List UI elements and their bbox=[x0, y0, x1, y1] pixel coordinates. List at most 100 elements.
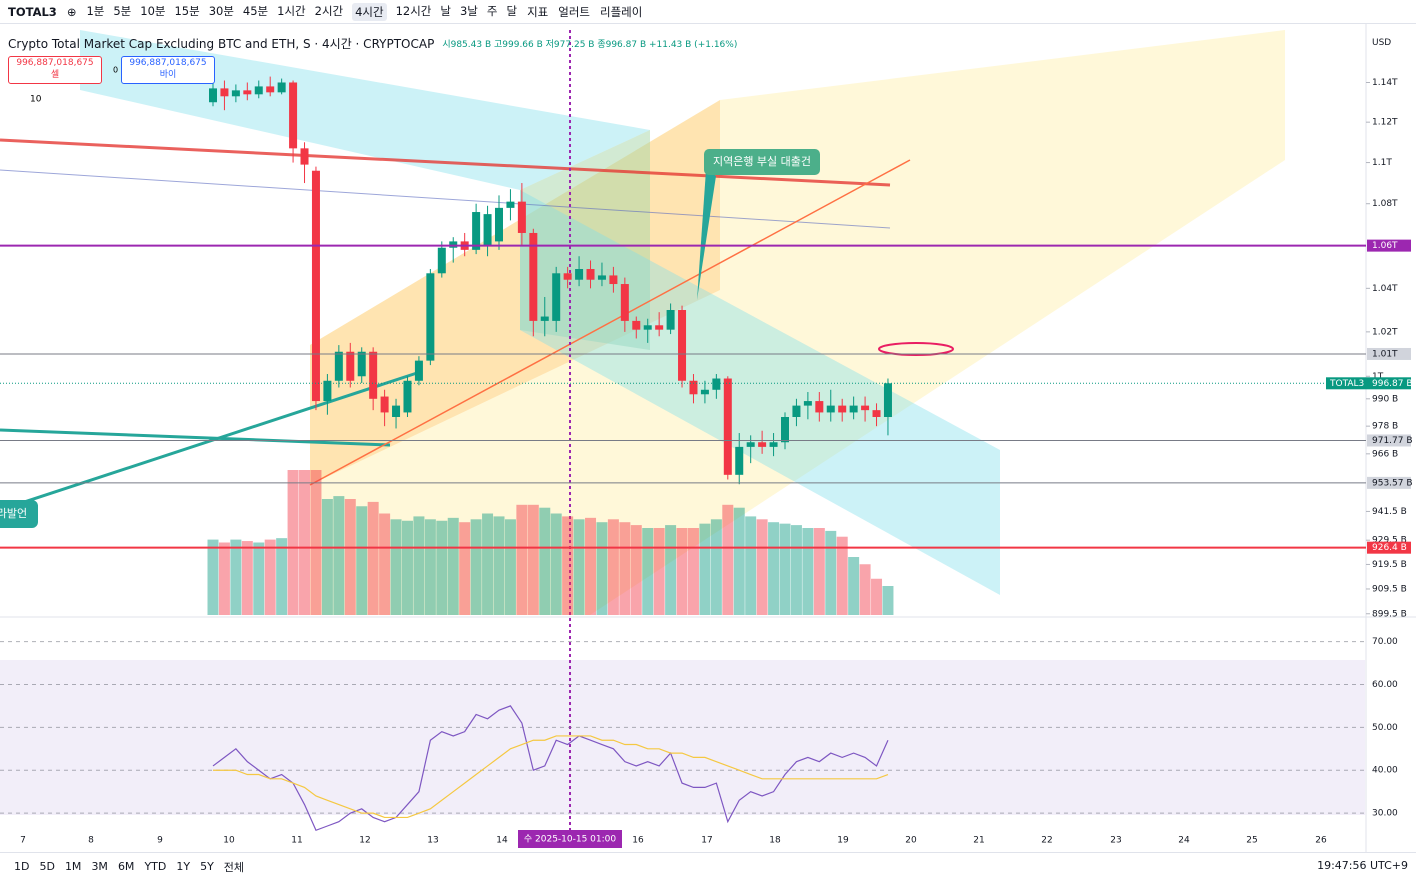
volume-bar bbox=[825, 530, 837, 615]
level-label: 926.4 B bbox=[1372, 543, 1407, 553]
chart: 지역은행 부실 대출건 라발언 수 2025-10-15 01:00 10 0 … bbox=[0, 24, 1416, 852]
candle-body bbox=[620, 284, 629, 321]
candle-body bbox=[563, 273, 572, 280]
range-button[interactable]: 3M bbox=[91, 860, 108, 873]
currency[interactable]: USD bbox=[1372, 38, 1392, 48]
candle-body bbox=[289, 82, 298, 149]
candle-body bbox=[769, 442, 778, 447]
volume-bar bbox=[230, 539, 242, 615]
interval[interactable]: 10분 bbox=[140, 3, 166, 18]
callout bbox=[0, 500, 38, 528]
candle-body bbox=[311, 170, 320, 402]
ma-line bbox=[0, 138, 891, 187]
level-label: 971.77 B bbox=[1372, 436, 1413, 446]
interval[interactable]: 15분 bbox=[174, 3, 200, 18]
candle-body bbox=[735, 446, 744, 475]
volume-bar bbox=[596, 522, 608, 615]
interval[interactable]: 달 bbox=[506, 3, 518, 18]
candle-body bbox=[300, 148, 309, 165]
volume-bar bbox=[379, 513, 391, 615]
volume-bar bbox=[287, 470, 299, 615]
indicators[interactable]: 지표 bbox=[527, 4, 549, 19]
interval[interactable]: 2시간 bbox=[314, 3, 344, 18]
volume-bar bbox=[333, 496, 345, 615]
range-button[interactable]: 1D bbox=[14, 860, 30, 873]
candle-body bbox=[655, 325, 664, 330]
y-tick-label: 1.04T bbox=[1372, 284, 1398, 294]
candle-body bbox=[838, 405, 847, 413]
trend-line bbox=[0, 428, 391, 447]
interval[interactable]: 1시간 bbox=[277, 3, 306, 18]
volume-bar bbox=[756, 519, 768, 615]
x-tick-label: 26 bbox=[1315, 836, 1327, 846]
candle-body bbox=[746, 442, 755, 447]
candle-body bbox=[517, 201, 526, 233]
interval[interactable]: 5분 bbox=[113, 3, 132, 18]
channel bbox=[80, 30, 650, 190]
interval[interactable]: 3날 bbox=[459, 3, 478, 18]
candle-body bbox=[552, 273, 561, 321]
interval[interactable]: 주 bbox=[486, 3, 498, 18]
volume-bar bbox=[424, 519, 436, 615]
volume-bar bbox=[459, 522, 471, 615]
interval[interactable]: 45분 bbox=[242, 3, 269, 18]
y-tick-label: 70.00 bbox=[1372, 637, 1398, 647]
level-label: 953.57 B bbox=[1372, 478, 1413, 488]
buy-button[interactable]: 996,887,018,675 바이 bbox=[121, 56, 215, 84]
y-tick-label: 1.08T bbox=[1372, 199, 1398, 209]
interval[interactable]: 30분 bbox=[208, 3, 234, 18]
buy-label: 바이 bbox=[159, 70, 177, 80]
rsi-band bbox=[0, 660, 1365, 815]
candle-body bbox=[723, 378, 732, 475]
x-tick-label: 20 bbox=[905, 836, 917, 846]
y-tick-label: 40.00 bbox=[1372, 766, 1398, 776]
x-tick-label: 12 bbox=[359, 836, 370, 846]
volume-bar bbox=[207, 539, 219, 615]
candle-body bbox=[803, 401, 812, 406]
volume-bar bbox=[527, 504, 539, 615]
replay[interactable]: 리플레이 bbox=[600, 4, 643, 19]
candle-body bbox=[861, 405, 870, 411]
level-tag bbox=[1367, 541, 1411, 554]
volume-bar bbox=[813, 528, 825, 615]
interval[interactable]: 4시간 bbox=[352, 2, 387, 21]
alert[interactable]: 얼러트 bbox=[558, 4, 590, 19]
sell-price: 996,887,018,675 bbox=[16, 58, 94, 68]
range-button[interactable]: 6M bbox=[117, 860, 135, 873]
last-name: TOTAL3 bbox=[1329, 379, 1364, 389]
ma-line bbox=[0, 169, 891, 229]
crosshair-tag bbox=[518, 830, 622, 848]
range-button[interactable]: 5Y bbox=[200, 860, 214, 873]
y-tick-label: 60.00 bbox=[1372, 680, 1398, 690]
x-tick-label: 14 bbox=[496, 836, 508, 846]
legend-ohlc: 시985.43 B 고999.66 B 저977.25 B 종996.87 B … bbox=[442, 40, 738, 50]
x-tick-label: 8 bbox=[88, 836, 94, 846]
y-tick-label: 966 B bbox=[1372, 449, 1398, 459]
volume-bar bbox=[321, 499, 333, 615]
volume-bar bbox=[447, 517, 459, 615]
volume-bar bbox=[882, 586, 894, 615]
interval[interactable]: 1분 bbox=[86, 3, 105, 18]
annotation: 라발언 bbox=[0, 507, 27, 520]
sell-button[interactable]: 996,887,018,675 셀 bbox=[8, 56, 102, 84]
add[interactable]: ⊕ bbox=[66, 4, 77, 19]
interval[interactable]: 12시간 bbox=[395, 3, 432, 18]
range-button[interactable]: 전체 bbox=[223, 860, 245, 874]
volume-bar bbox=[585, 517, 597, 615]
volume-bar bbox=[504, 519, 516, 615]
x-tick-label: 16 bbox=[632, 836, 644, 846]
range-button[interactable]: 1Y bbox=[176, 860, 191, 873]
range-button[interactable]: 1M bbox=[64, 860, 82, 873]
volume-bar bbox=[493, 516, 505, 615]
range-button[interactable]: 5D bbox=[39, 860, 55, 873]
range-button[interactable]: YTD bbox=[144, 860, 167, 873]
x-tick-label: 22 bbox=[1041, 836, 1052, 846]
interval[interactable]: 날 bbox=[440, 3, 451, 18]
candle-body bbox=[586, 269, 595, 280]
symbol[interactable]: TOTAL3 bbox=[8, 4, 57, 19]
volume-bar bbox=[573, 519, 585, 615]
x-tick-label: 24 bbox=[1178, 836, 1190, 846]
volume-bar bbox=[630, 525, 642, 615]
volume-bar bbox=[687, 528, 699, 615]
candle-body bbox=[220, 88, 229, 97]
